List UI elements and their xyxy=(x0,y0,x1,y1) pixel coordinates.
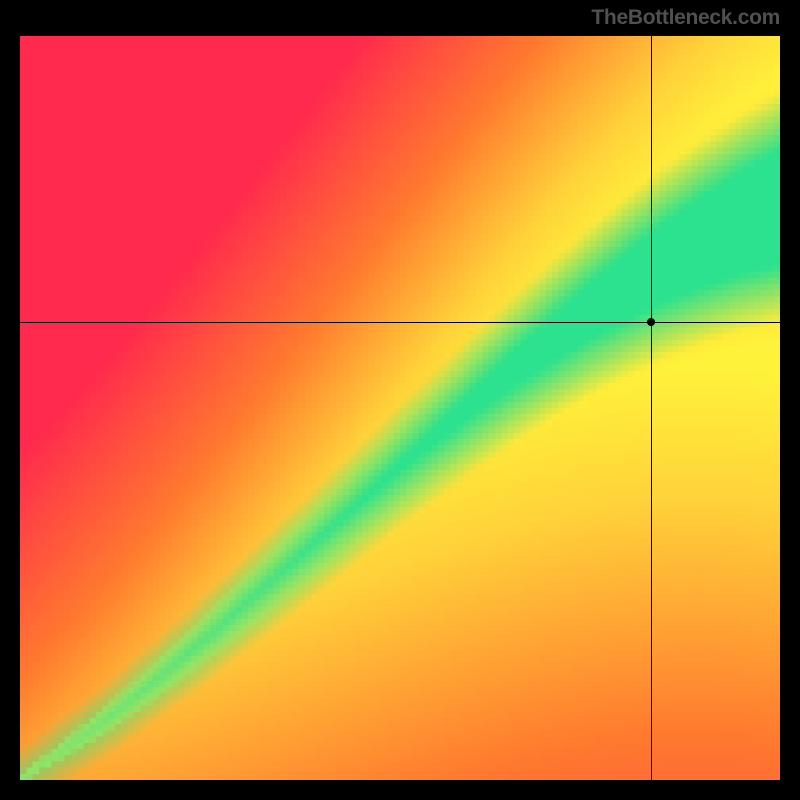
crosshair-vertical xyxy=(651,36,652,780)
crosshair-horizontal xyxy=(20,322,780,323)
heatmap-canvas xyxy=(20,36,780,780)
crosshair-marker xyxy=(647,318,655,326)
attribution-text: TheBottleneck.com xyxy=(591,6,780,30)
heatmap-plot xyxy=(20,36,780,780)
